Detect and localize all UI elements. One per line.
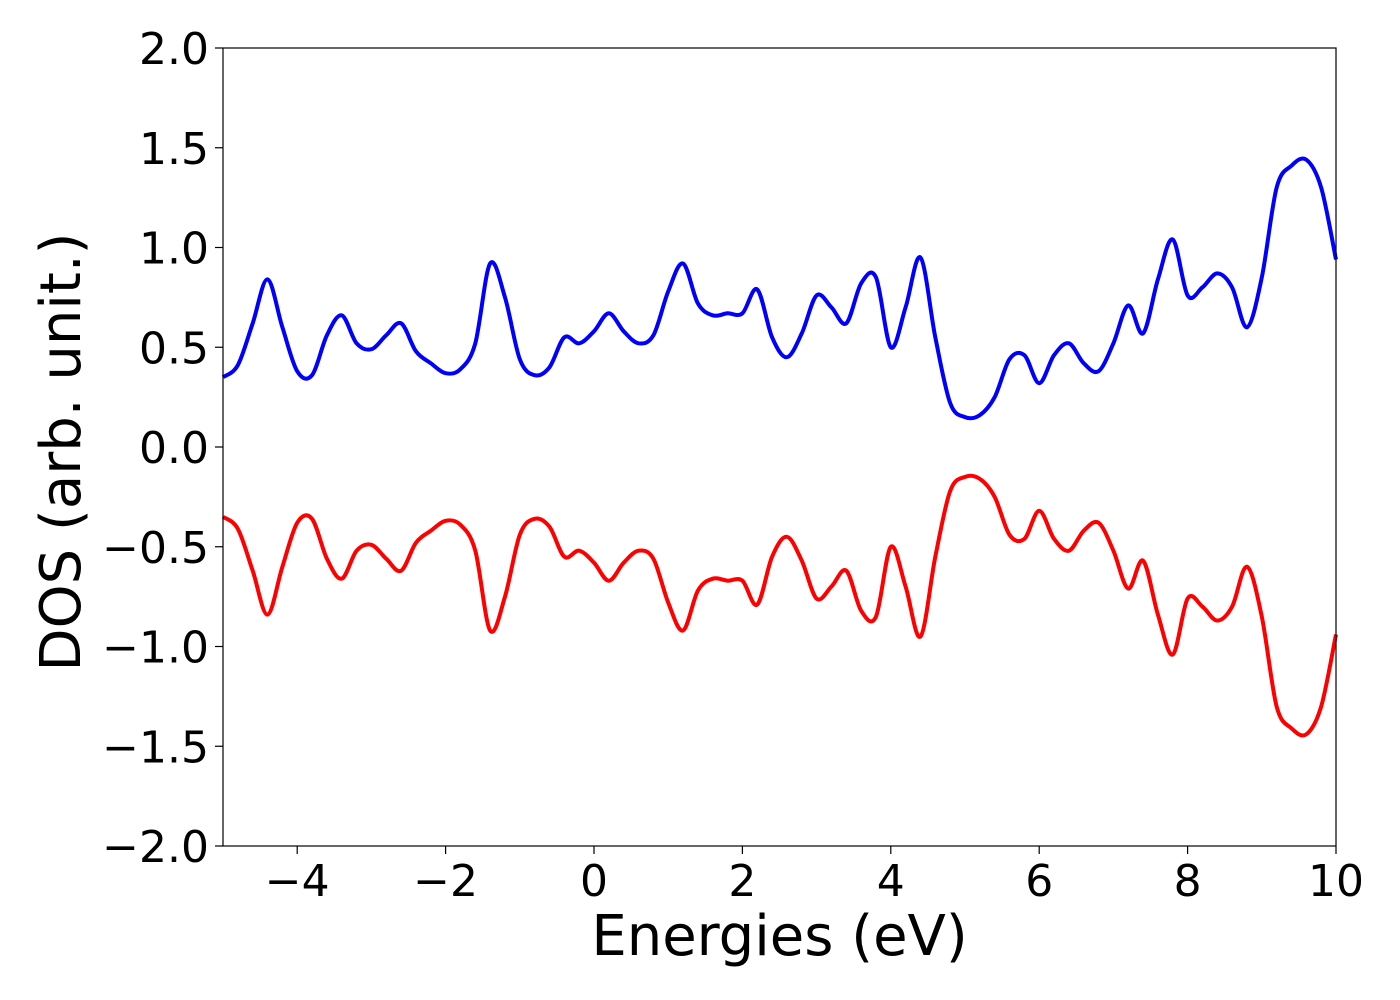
x-tick-label: 2 xyxy=(728,856,756,907)
x-axis: −4 −2 0 2 4 6 8 10 xyxy=(265,846,1364,907)
x-tick-label: 4 xyxy=(877,856,905,907)
y-tick-label: −1.0 xyxy=(102,623,209,674)
y-tick-label: −2.0 xyxy=(102,822,209,873)
x-axis-title: Energies (eV) xyxy=(591,904,967,969)
y-tick-label: 0.5 xyxy=(139,323,209,374)
series-layer xyxy=(221,156,1338,738)
x-tick-label: −2 xyxy=(413,856,478,907)
x-tick-label: 6 xyxy=(1025,856,1053,907)
x-tick-label: 0 xyxy=(580,856,608,907)
x-tick-label: 8 xyxy=(1174,856,1202,907)
y-tick-label: 2.0 xyxy=(139,24,209,75)
y-axis-title: DOS (arb. unit.) xyxy=(29,232,94,671)
series-line-red xyxy=(221,473,1338,738)
y-tick-label: 1.5 xyxy=(139,124,209,175)
y-tick-label: 0.0 xyxy=(139,423,209,474)
series-line-blue xyxy=(221,156,1338,421)
y-tick-label: −0.5 xyxy=(102,523,209,574)
x-tick-label: 10 xyxy=(1308,856,1364,907)
plot-frame xyxy=(222,47,1337,847)
x-tick-label: −4 xyxy=(265,856,330,907)
y-tick-label: 1.0 xyxy=(139,224,209,275)
y-axis: −2.0 −1.5 −1.0 −0.5 0.0 0.5 1.0 1.5 2.0 xyxy=(102,24,223,873)
y-tick-label: −1.5 xyxy=(102,722,209,773)
